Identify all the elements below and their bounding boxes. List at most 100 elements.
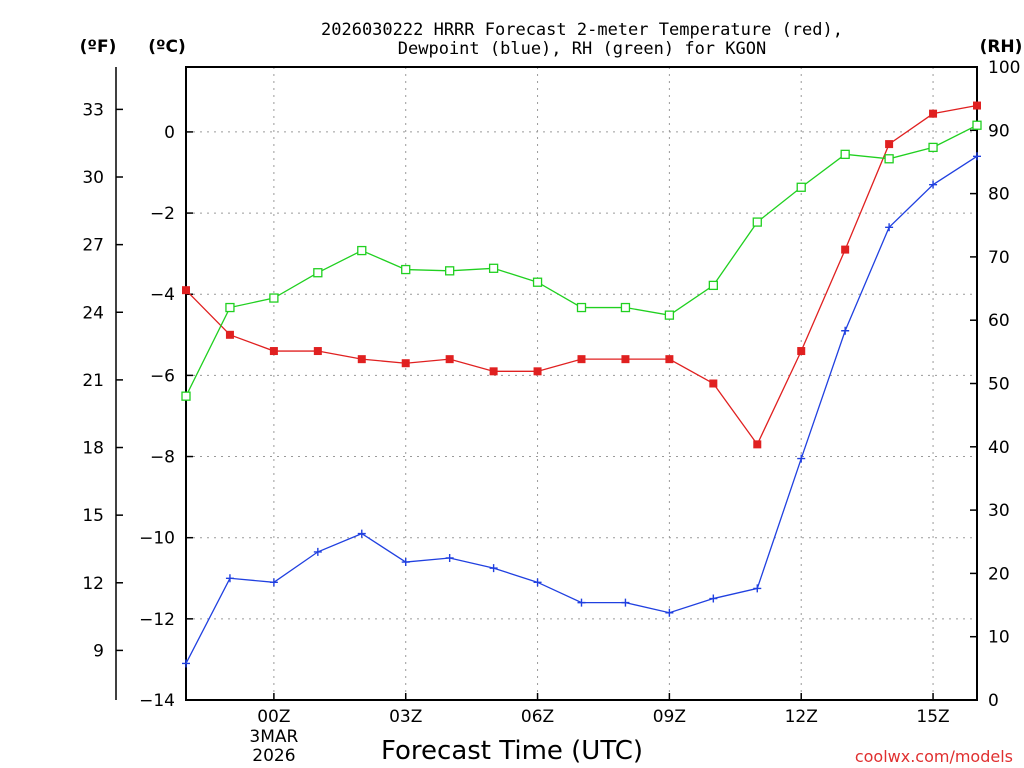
dewpoint-point xyxy=(357,529,366,538)
data-series xyxy=(181,101,982,668)
dewpoint-point xyxy=(621,598,630,607)
rh-unit-label: (RH) xyxy=(980,37,1023,57)
temperature-point xyxy=(709,379,718,388)
relative-humidity-point xyxy=(708,280,718,291)
credit-text: coolwx.com/models xyxy=(855,747,1013,766)
dewpoint-line xyxy=(185,155,978,664)
relative-humidity-point xyxy=(269,293,279,303)
x-axis-title: Forecast Time (UTC) xyxy=(381,736,643,766)
relative-humidity-point xyxy=(401,264,411,275)
temperature-point xyxy=(841,245,850,254)
rh-tick-label: 30 xyxy=(988,501,1010,521)
relative-humidity-point xyxy=(576,302,587,313)
fahrenheit-tick-label: 18 xyxy=(82,439,104,459)
x-tick-label: 09Z xyxy=(653,707,686,727)
temperature-point xyxy=(313,347,322,356)
dewpoint-point xyxy=(973,152,981,161)
fahrenheit-tick-label: 33 xyxy=(82,100,104,120)
x-tick-label: 03Z xyxy=(389,707,422,727)
x-year-label: 2026 xyxy=(252,746,295,766)
dewpoint-point xyxy=(797,454,806,463)
temperature-point xyxy=(665,355,674,364)
relative-humidity-point xyxy=(664,310,675,320)
relative-humidity-point xyxy=(840,149,850,160)
relative-humidity-point xyxy=(620,302,631,313)
relative-humidity-point xyxy=(972,120,982,130)
relative-humidity-point xyxy=(752,217,762,227)
temperature-point xyxy=(225,330,234,339)
relative-humidity-point xyxy=(181,391,191,401)
rh-tick-label: 0 xyxy=(988,691,999,711)
fahrenheit-tick-label: 12 xyxy=(82,574,104,594)
celsius-tick-label: −2 xyxy=(150,204,175,224)
temperature-point xyxy=(445,355,454,364)
rh-tick-label: 50 xyxy=(988,375,1010,395)
celsius-tick-label: −14 xyxy=(139,691,175,711)
dewpoint-point xyxy=(445,553,454,562)
dewpoint-point xyxy=(489,564,498,573)
fahrenheit-tick-label: 15 xyxy=(82,506,104,526)
rh-tick-label: 40 xyxy=(988,438,1010,458)
fahrenheit-tick-label: 24 xyxy=(82,303,104,323)
dewpoint-point xyxy=(269,578,278,587)
temperature-point xyxy=(577,355,586,364)
relative-humidity-point xyxy=(488,263,499,273)
dewpoint-point xyxy=(225,574,234,583)
temperature-point xyxy=(621,355,630,364)
temperature-point xyxy=(929,109,938,118)
relative-humidity-point xyxy=(445,266,455,276)
fahrenheit-tick-label: 9 xyxy=(93,641,104,661)
x-tick-label: 12Z xyxy=(785,707,818,727)
dewpoint-point xyxy=(709,594,718,603)
dewpoint-point xyxy=(841,326,850,335)
rh-tick-label: 70 xyxy=(988,248,1010,268)
x-tick-label: 15Z xyxy=(916,707,949,727)
fahrenheit-tick-label: 27 xyxy=(82,236,104,256)
relative-humidity-point xyxy=(357,245,367,256)
temperature-point xyxy=(797,347,806,356)
dewpoint-point xyxy=(182,659,190,668)
relative-humidity-point xyxy=(796,182,806,192)
rh-tick-label: 60 xyxy=(988,311,1010,331)
celsius-tick-label: −12 xyxy=(139,610,175,630)
temperature-point xyxy=(357,355,366,364)
celsius-tick-label: −10 xyxy=(139,529,175,549)
x-tick-label: 06Z xyxy=(521,707,554,727)
grid-lines xyxy=(186,67,977,700)
relative-humidity-point xyxy=(313,268,323,278)
dewpoint-point xyxy=(401,558,410,567)
chart-title-line2: Dewpoint (blue), RH (green) for KGON xyxy=(398,39,766,59)
temperature-point xyxy=(533,367,542,376)
temperature-point xyxy=(489,367,498,376)
dewpoint-point xyxy=(665,608,674,617)
rh-tick-label: 90 xyxy=(988,121,1010,141)
rh-tick-label: 20 xyxy=(988,564,1010,584)
rh-tick-label: 100 xyxy=(988,58,1020,78)
dewpoint-point xyxy=(885,223,894,232)
chart-title-line1: 2026030222 HRRR Forecast 2-meter Tempera… xyxy=(321,20,843,40)
rh-tick-label: 80 xyxy=(988,185,1010,205)
dewpoint-point xyxy=(313,547,322,556)
celsius-tick-label: −6 xyxy=(150,366,175,386)
temperature-point xyxy=(269,347,278,356)
fahrenheit-tick-label: 30 xyxy=(82,168,104,188)
celsius-unit-label: (ºC) xyxy=(148,37,186,57)
celsius-tick-label: −4 xyxy=(150,285,175,305)
dewpoint-point xyxy=(753,584,762,593)
temperature-point xyxy=(753,440,762,449)
relative-humidity-point xyxy=(884,154,894,164)
dewpoint-point xyxy=(929,180,938,189)
dewpoint-point xyxy=(577,598,586,607)
temperature-point xyxy=(973,101,981,110)
celsius-tick-label: −8 xyxy=(150,448,175,468)
relative-humidity-point xyxy=(225,302,235,313)
temperature-point xyxy=(182,286,190,295)
fahrenheit-tick-label: 21 xyxy=(82,371,104,391)
x-tick-label: 00Z xyxy=(257,707,290,727)
relative-humidity-point xyxy=(532,277,543,287)
temperature-point xyxy=(885,140,894,149)
x-date-label: 3MAR xyxy=(249,727,298,747)
fahrenheit-unit-label: (ºF) xyxy=(80,37,117,57)
